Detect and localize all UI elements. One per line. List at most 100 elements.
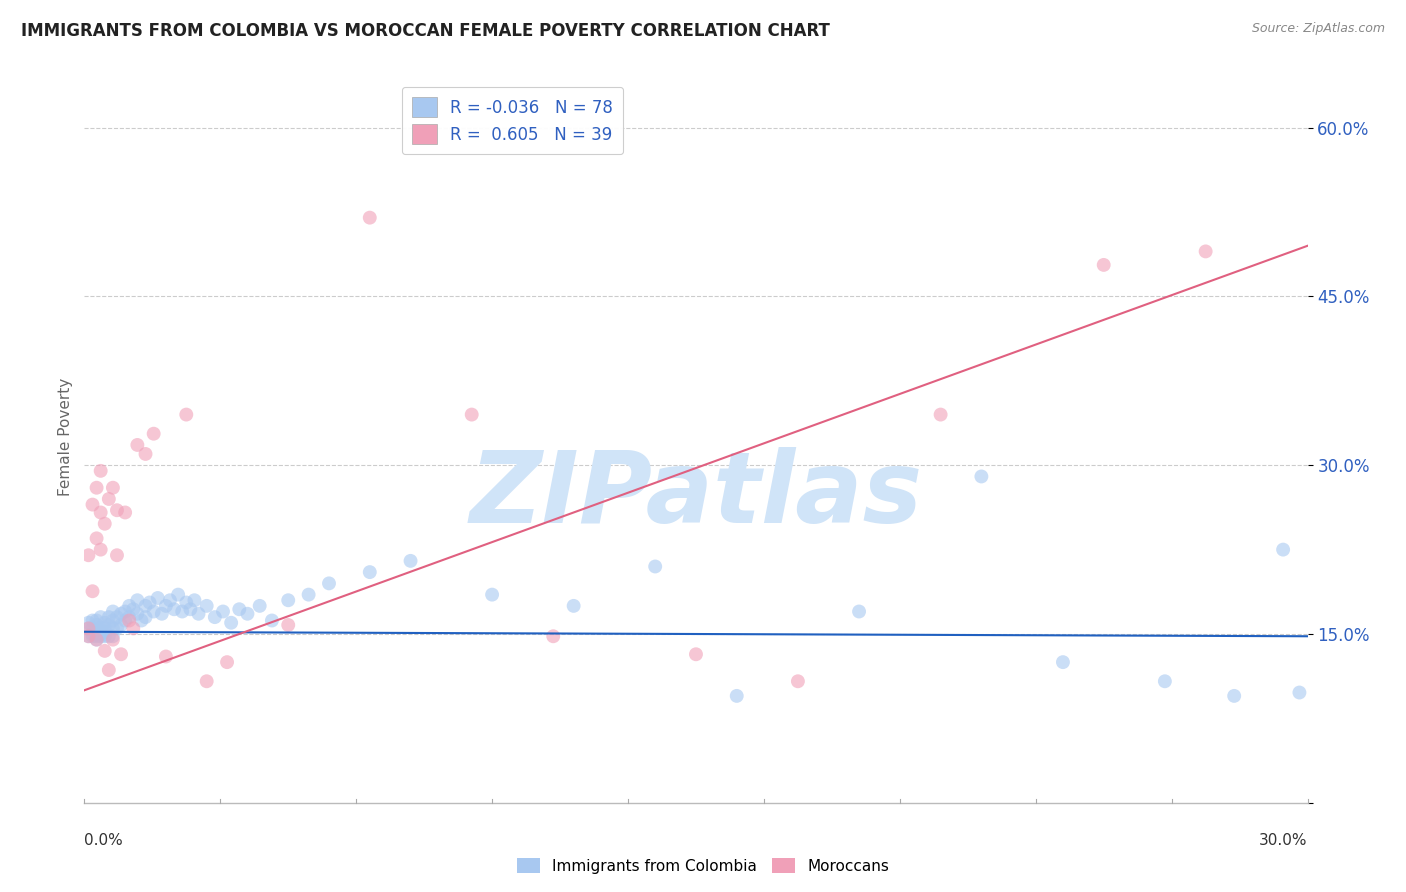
Point bbox=[97, 629, 120, 643]
Point bbox=[77, 621, 100, 635]
Point bbox=[114, 506, 136, 520]
Point bbox=[101, 481, 124, 495]
Point bbox=[174, 408, 197, 422]
Point bbox=[461, 408, 484, 422]
Point bbox=[929, 408, 952, 422]
Point bbox=[146, 591, 169, 605]
Point bbox=[150, 607, 173, 621]
Point bbox=[359, 211, 381, 225]
Point bbox=[787, 674, 810, 689]
Point bbox=[179, 602, 201, 616]
Point bbox=[114, 614, 136, 628]
Point bbox=[86, 481, 108, 495]
Point bbox=[101, 629, 124, 643]
Point bbox=[82, 614, 104, 628]
Point bbox=[204, 610, 226, 624]
Point bbox=[77, 548, 100, 562]
Point bbox=[105, 621, 128, 635]
Point bbox=[562, 599, 585, 613]
Text: IMMIGRANTS FROM COLOMBIA VS MOROCCAN FEMALE POVERTY CORRELATION CHART: IMMIGRANTS FROM COLOMBIA VS MOROCCAN FEM… bbox=[21, 22, 830, 40]
Point bbox=[110, 647, 132, 661]
Point bbox=[97, 491, 120, 506]
Point bbox=[97, 663, 120, 677]
Point bbox=[101, 614, 124, 628]
Point bbox=[86, 618, 108, 632]
Text: ZIPatlas: ZIPatlas bbox=[470, 447, 922, 544]
Point bbox=[90, 542, 112, 557]
Point bbox=[118, 610, 141, 624]
Point bbox=[93, 516, 115, 531]
Point bbox=[127, 593, 149, 607]
Y-axis label: Female Poverty: Female Poverty bbox=[58, 378, 73, 496]
Point bbox=[135, 447, 157, 461]
Point bbox=[118, 599, 141, 613]
Point bbox=[90, 629, 112, 643]
Point bbox=[1272, 542, 1295, 557]
Point bbox=[172, 605, 194, 619]
Legend: Immigrants from Colombia, Moroccans: Immigrants from Colombia, Moroccans bbox=[510, 852, 896, 880]
Point bbox=[93, 615, 115, 630]
Point bbox=[217, 655, 239, 669]
Point bbox=[131, 614, 153, 628]
Point bbox=[86, 632, 108, 647]
Point bbox=[77, 621, 100, 635]
Point bbox=[195, 674, 218, 689]
Point bbox=[195, 599, 218, 613]
Point bbox=[77, 629, 100, 643]
Point bbox=[135, 610, 157, 624]
Point bbox=[543, 629, 565, 643]
Legend: R = -0.036   N = 78, R =  0.605   N = 39: R = -0.036 N = 78, R = 0.605 N = 39 bbox=[402, 87, 623, 154]
Point bbox=[97, 618, 120, 632]
Point bbox=[725, 689, 748, 703]
Point bbox=[105, 503, 128, 517]
Point bbox=[122, 621, 145, 635]
Point bbox=[318, 576, 340, 591]
Point bbox=[1154, 674, 1177, 689]
Point bbox=[86, 624, 108, 638]
Point bbox=[970, 469, 993, 483]
Text: 30.0%: 30.0% bbox=[1260, 833, 1308, 848]
Point bbox=[105, 548, 128, 562]
Point bbox=[82, 621, 104, 635]
Point bbox=[86, 532, 108, 546]
Point bbox=[86, 629, 108, 643]
Point bbox=[644, 559, 666, 574]
Point bbox=[298, 588, 321, 602]
Point bbox=[1195, 244, 1218, 259]
Point bbox=[90, 610, 112, 624]
Point bbox=[97, 610, 120, 624]
Point bbox=[90, 627, 112, 641]
Point bbox=[127, 438, 149, 452]
Point bbox=[90, 621, 112, 635]
Point bbox=[228, 602, 250, 616]
Point bbox=[93, 621, 115, 635]
Point bbox=[82, 627, 104, 641]
Point bbox=[93, 629, 115, 643]
Point bbox=[82, 629, 104, 643]
Point bbox=[187, 607, 209, 621]
Point bbox=[685, 647, 707, 661]
Point bbox=[1052, 655, 1074, 669]
Point bbox=[260, 614, 283, 628]
Text: Source: ZipAtlas.com: Source: ZipAtlas.com bbox=[1251, 22, 1385, 36]
Point bbox=[1288, 685, 1310, 699]
Point bbox=[236, 607, 259, 621]
Point bbox=[163, 602, 186, 616]
Point bbox=[77, 615, 100, 630]
Point bbox=[118, 614, 141, 628]
Point bbox=[86, 614, 108, 628]
Point bbox=[1223, 689, 1246, 703]
Point bbox=[277, 618, 299, 632]
Point bbox=[399, 554, 422, 568]
Point bbox=[82, 498, 104, 512]
Point bbox=[93, 644, 115, 658]
Point bbox=[90, 506, 112, 520]
Point bbox=[86, 632, 108, 647]
Point bbox=[174, 595, 197, 609]
Point bbox=[138, 595, 160, 609]
Point bbox=[110, 618, 132, 632]
Point bbox=[848, 605, 870, 619]
Point bbox=[481, 588, 503, 602]
Point bbox=[183, 593, 205, 607]
Point bbox=[110, 607, 132, 621]
